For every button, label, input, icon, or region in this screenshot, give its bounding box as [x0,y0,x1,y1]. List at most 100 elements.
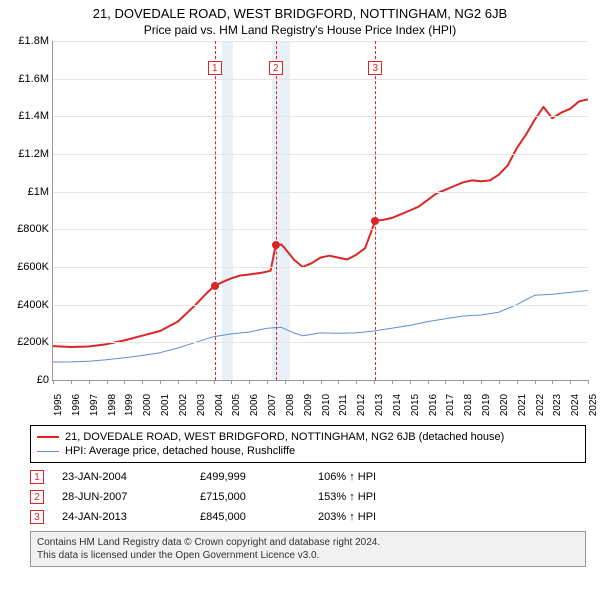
x-tick-label: 2020 [499,394,510,416]
legend-row: 21, DOVEDALE ROAD, WEST BRIDGFORD, NOTTI… [37,430,579,444]
x-tick-mark [178,380,179,384]
sale-hpi: 106% ↑ HPI [318,471,586,483]
x-tick-mark [570,380,571,384]
x-tick-mark [142,380,143,384]
x-tick-label: 1995 [53,394,64,416]
x-tick-mark [285,380,286,384]
y-gridline [53,305,588,306]
sale-marker-box: 1 [30,470,44,484]
sale-price: £715,000 [200,491,300,503]
x-tick-label: 2011 [338,394,349,416]
legend-swatch [37,451,59,452]
x-tick-mark [267,380,268,384]
y-tick-label: £1.2M [3,148,49,160]
chart-subtitle: Price paid vs. HM Land Registry's House … [0,21,600,41]
y-tick-label: £1.6M [3,73,49,85]
x-tick-label: 1998 [107,394,118,416]
y-tick-label: £0 [3,374,49,386]
x-tick-mark [535,380,536,384]
y-tick-label: £200K [3,336,49,348]
sale-hpi: 203% ↑ HPI [318,511,586,523]
x-tick-label: 2024 [570,394,581,416]
y-tick-label: £400K [3,299,49,311]
x-tick-mark [124,380,125,384]
chart-plot-area: £0£200K£400K£600K£800K£1M£1.2M£1.4M£1.6M… [52,41,588,381]
x-tick-label: 2008 [285,394,296,416]
x-tick-mark [588,380,589,384]
x-tick-mark [499,380,500,384]
x-tick-label: 2007 [267,394,278,416]
sale-marker-box: 1 [208,61,222,75]
attribution-line1: Contains HM Land Registry data © Crown c… [37,536,579,549]
sale-price: £499,999 [200,471,300,483]
x-tick-mark [463,380,464,384]
legend-label: HPI: Average price, detached house, Rush… [65,445,295,457]
x-tick-label: 2025 [588,394,599,416]
y-gridline [53,154,588,155]
sales-row: 1 23-JAN-2004 £499,999 106% ↑ HPI [30,467,586,487]
sales-row: 3 24-JAN-2013 £845,000 203% ↑ HPI [30,507,586,527]
sale-date: 23-JAN-2004 [62,471,182,483]
x-tick-mark [303,380,304,384]
sale-marker-box: 3 [30,510,44,524]
x-tick-label: 1997 [89,394,100,416]
sale-marker-box: 2 [30,490,44,504]
sale-marker-box: 3 [368,61,382,75]
y-gridline [53,192,588,193]
x-tick-label: 2017 [445,394,456,416]
x-tick-mark [249,380,250,384]
x-tick-mark [356,380,357,384]
y-tick-label: £600K [3,261,49,273]
sale-date: 28-JUN-2007 [62,491,182,503]
chart-title: 21, DOVEDALE ROAD, WEST BRIDGFORD, NOTTI… [0,0,600,21]
x-tick-label: 2022 [535,394,546,416]
y-tick-label: £1M [3,186,49,198]
x-tick-label: 2006 [249,394,260,416]
x-tick-label: 2009 [303,394,314,416]
x-tick-label: 2019 [481,394,492,416]
sale-price: £845,000 [200,511,300,523]
x-tick-mark [214,380,215,384]
x-tick-label: 2021 [517,394,528,416]
x-tick-mark [321,380,322,384]
y-gridline [53,116,588,117]
x-tick-label: 2014 [392,394,403,416]
x-tick-label: 2005 [231,394,242,416]
sale-vline [375,41,376,380]
sale-vline [276,41,277,380]
sales-table: 1 23-JAN-2004 £499,999 106% ↑ HPI 2 28-JUN-20… [30,467,586,527]
sale-hpi: 153% ↑ HPI [318,491,586,503]
x-tick-mark [481,380,482,384]
x-tick-label: 2003 [196,394,207,416]
series-hpi [53,291,588,363]
x-tick-label: 2002 [178,394,189,416]
y-gridline [53,229,588,230]
x-tick-label: 2004 [214,394,225,416]
x-tick-mark [410,380,411,384]
x-tick-label: 2016 [428,394,439,416]
sale-point-dot [211,282,219,290]
legend-row: HPI: Average price, detached house, Rush… [37,444,579,458]
chart-lines-svg [53,41,588,380]
sales-row: 2 28-JUN-2007 £715,000 153% ↑ HPI [30,487,586,507]
sale-point-dot [371,217,379,225]
x-tick-mark [338,380,339,384]
x-tick-mark [392,380,393,384]
x-tick-label: 2015 [410,394,421,416]
y-gridline [53,41,588,42]
x-tick-label: 2013 [374,394,385,416]
x-tick-mark [374,380,375,384]
x-tick-mark [231,380,232,384]
x-tick-mark [53,380,54,384]
x-tick-mark [445,380,446,384]
sale-date: 24-JAN-2013 [62,511,182,523]
attribution-box: Contains HM Land Registry data © Crown c… [30,531,586,567]
x-tick-label: 1999 [124,394,135,416]
x-tick-mark [552,380,553,384]
y-gridline [53,79,588,80]
x-tick-mark [107,380,108,384]
y-gridline [53,267,588,268]
y-gridline [53,342,588,343]
y-tick-label: £1.8M [3,35,49,47]
sale-marker-box: 2 [269,61,283,75]
